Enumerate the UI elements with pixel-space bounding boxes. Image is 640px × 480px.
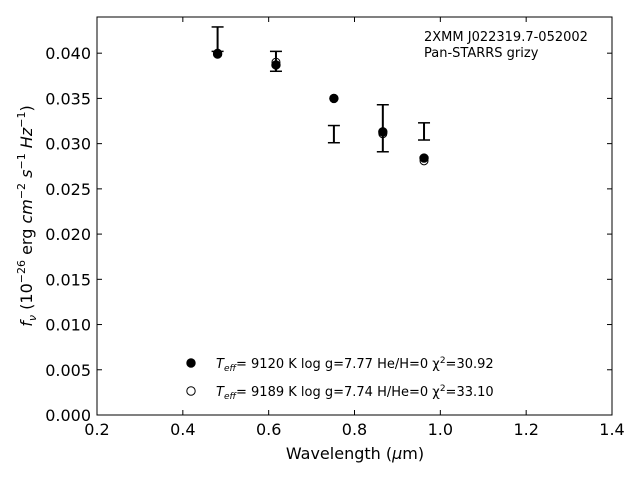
- model-point-open: [213, 48, 223, 58]
- model-point-open: [419, 156, 429, 166]
- legend-marker-open: [186, 386, 196, 396]
- legend-entry-1: Teff= 9120 K log g=7.77 He/H=0 χ2=30.92: [216, 356, 494, 374]
- legend-entry-2: Teff= 9189 K log g=7.74 H/He=0 χ2=33.10: [216, 384, 494, 402]
- x-tick-label: 0.4: [170, 420, 195, 439]
- legend: Teff= 9120 K log g=7.77 He/H=0 χ2=30.92 T…: [186, 356, 494, 402]
- annotation-survey: Pan-STARRS grizy: [424, 46, 539, 61]
- error-bars: [211, 26, 431, 153]
- model-point-open: [271, 57, 281, 67]
- plot-frame: [96, 16, 613, 416]
- y-tick-label: 0.025: [45, 180, 91, 199]
- y-axis-label: fν (10−26 erg cm−2 s−1 Hz−1): [15, 105, 39, 326]
- y-tick-label: 0.020: [45, 225, 91, 244]
- model-point-filled: [378, 127, 388, 137]
- annotation-source: 2XMM J022319.7-052002: [424, 30, 588, 45]
- observed-errorbar: [418, 122, 431, 141]
- data-points: [212, 48, 429, 166]
- x-tick-label: 0.6: [256, 420, 281, 439]
- y-tick-label: 0.015: [45, 270, 91, 289]
- legend-marker-filled: [186, 358, 196, 368]
- model-point-open: [378, 129, 388, 139]
- observed-errorbar: [211, 26, 224, 53]
- model-point-filled: [271, 60, 281, 70]
- observed-errorbar: [327, 124, 340, 144]
- y-tick-label: 0.030: [45, 135, 91, 154]
- y-tick-label: 0.035: [45, 89, 91, 108]
- x-tick-label: 1.4: [599, 420, 624, 439]
- x-tick-label: 1.0: [428, 420, 453, 439]
- model-point-open: [329, 93, 339, 103]
- model-point-filled: [419, 153, 429, 163]
- x-tick-label: 0.2: [84, 420, 109, 439]
- x-axis-label: Wavelength (μm): [286, 444, 424, 463]
- x-tick-label: 1.2: [513, 420, 538, 439]
- y-tick-label: 0.040: [45, 44, 91, 63]
- plot-border: [96, 16, 613, 416]
- y-tick-label: 0.000: [45, 406, 91, 425]
- axis-ticks: 0.2 0.4 0.6 0.8 1.0 1.2 1.4 0.000 0.005 0.010 0.01…: [45, 17, 625, 439]
- y-tick-label: 0.010: [45, 316, 91, 335]
- x-tick-label: 0.8: [342, 420, 367, 439]
- y-tick-label: 0.005: [45, 361, 91, 380]
